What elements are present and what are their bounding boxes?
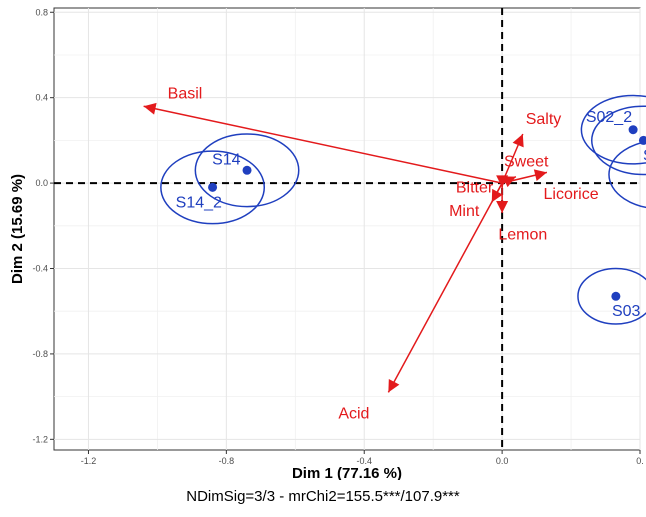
y-tick-label: 0.4 <box>35 93 48 103</box>
x-tick-label: 0.0 <box>496 456 509 466</box>
x-tick-label: -1.2 <box>81 456 97 466</box>
x-axis-title: Dim 1 (77.16 %) <box>292 465 402 480</box>
variable-label: Lemon <box>498 226 547 243</box>
variable-label: Basil <box>168 85 203 102</box>
y-tick-label: -0.4 <box>32 264 48 274</box>
plot-panel <box>54 8 640 450</box>
variable-label: Acid <box>338 406 369 423</box>
individual-point <box>243 166 252 175</box>
variable-label: Mint <box>449 203 480 220</box>
variable-label: Licorice <box>543 186 598 203</box>
variable-label: Sweet <box>504 154 549 171</box>
y-tick-label: -1.2 <box>32 434 48 444</box>
individual-label: S14_2 <box>176 194 222 211</box>
x-tick-label: -0.8 <box>219 456 235 466</box>
individual-label: S14 <box>212 152 241 169</box>
individual-point <box>208 183 217 192</box>
y-tick-label: 0.0 <box>35 178 48 188</box>
y-tick-label: 0.8 <box>35 7 48 17</box>
variable-label: Bitter <box>456 179 494 196</box>
individual-label: S03 <box>612 303 641 320</box>
caption: NDimSig=3/3 - mrChi2=155.5***/107.9*** <box>0 488 646 505</box>
x-tick-label: 0. <box>636 456 644 466</box>
individual-label: S02_2 <box>586 109 632 126</box>
y-axis-title: Dim 2 (15.69 %) <box>9 174 26 284</box>
individual-point <box>629 125 638 134</box>
y-tick-label: -0.8 <box>32 349 48 359</box>
individual-point <box>611 292 620 301</box>
variable-label: Salty <box>526 111 562 128</box>
chart: Basil Salty Sweet Bitter Licorice Mint Lemon Ac… <box>0 0 646 480</box>
